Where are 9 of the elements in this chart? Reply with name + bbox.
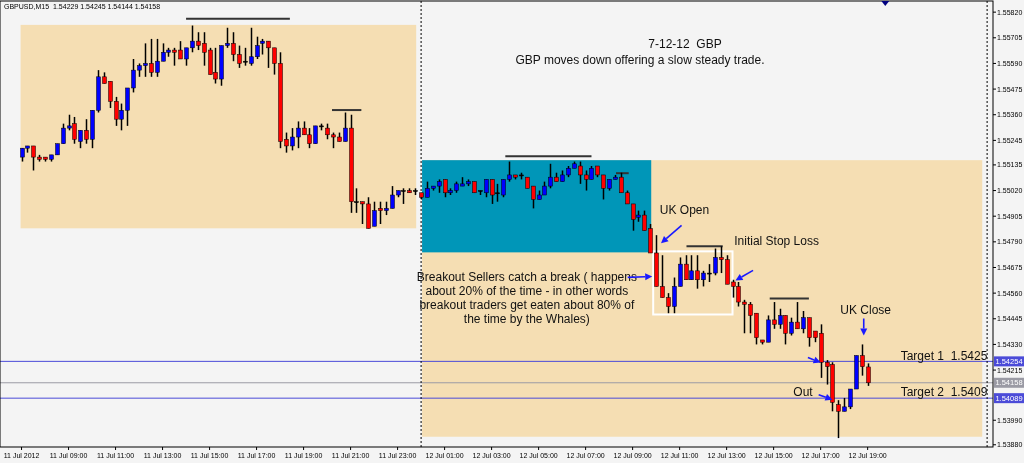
annotation: UK Open xyxy=(659,203,710,218)
annotation: Breakout Sellers catch a break ( happens about 20% of the time - in other words breakout traders get eaten about 80% of the time by the Whales) xyxy=(416,270,637,327)
annotation: Out xyxy=(793,384,814,399)
text: 7-12-12 GBP xyxy=(648,37,722,51)
annotation: Target 1 1.5425 xyxy=(900,349,988,364)
text: GBP moves down offering a slow steady trade. xyxy=(515,53,765,67)
annotation: UK Close xyxy=(840,303,892,318)
annotation: Target 2 1.5409 xyxy=(900,384,988,399)
annotation: Initial Stop Loss xyxy=(734,234,819,249)
